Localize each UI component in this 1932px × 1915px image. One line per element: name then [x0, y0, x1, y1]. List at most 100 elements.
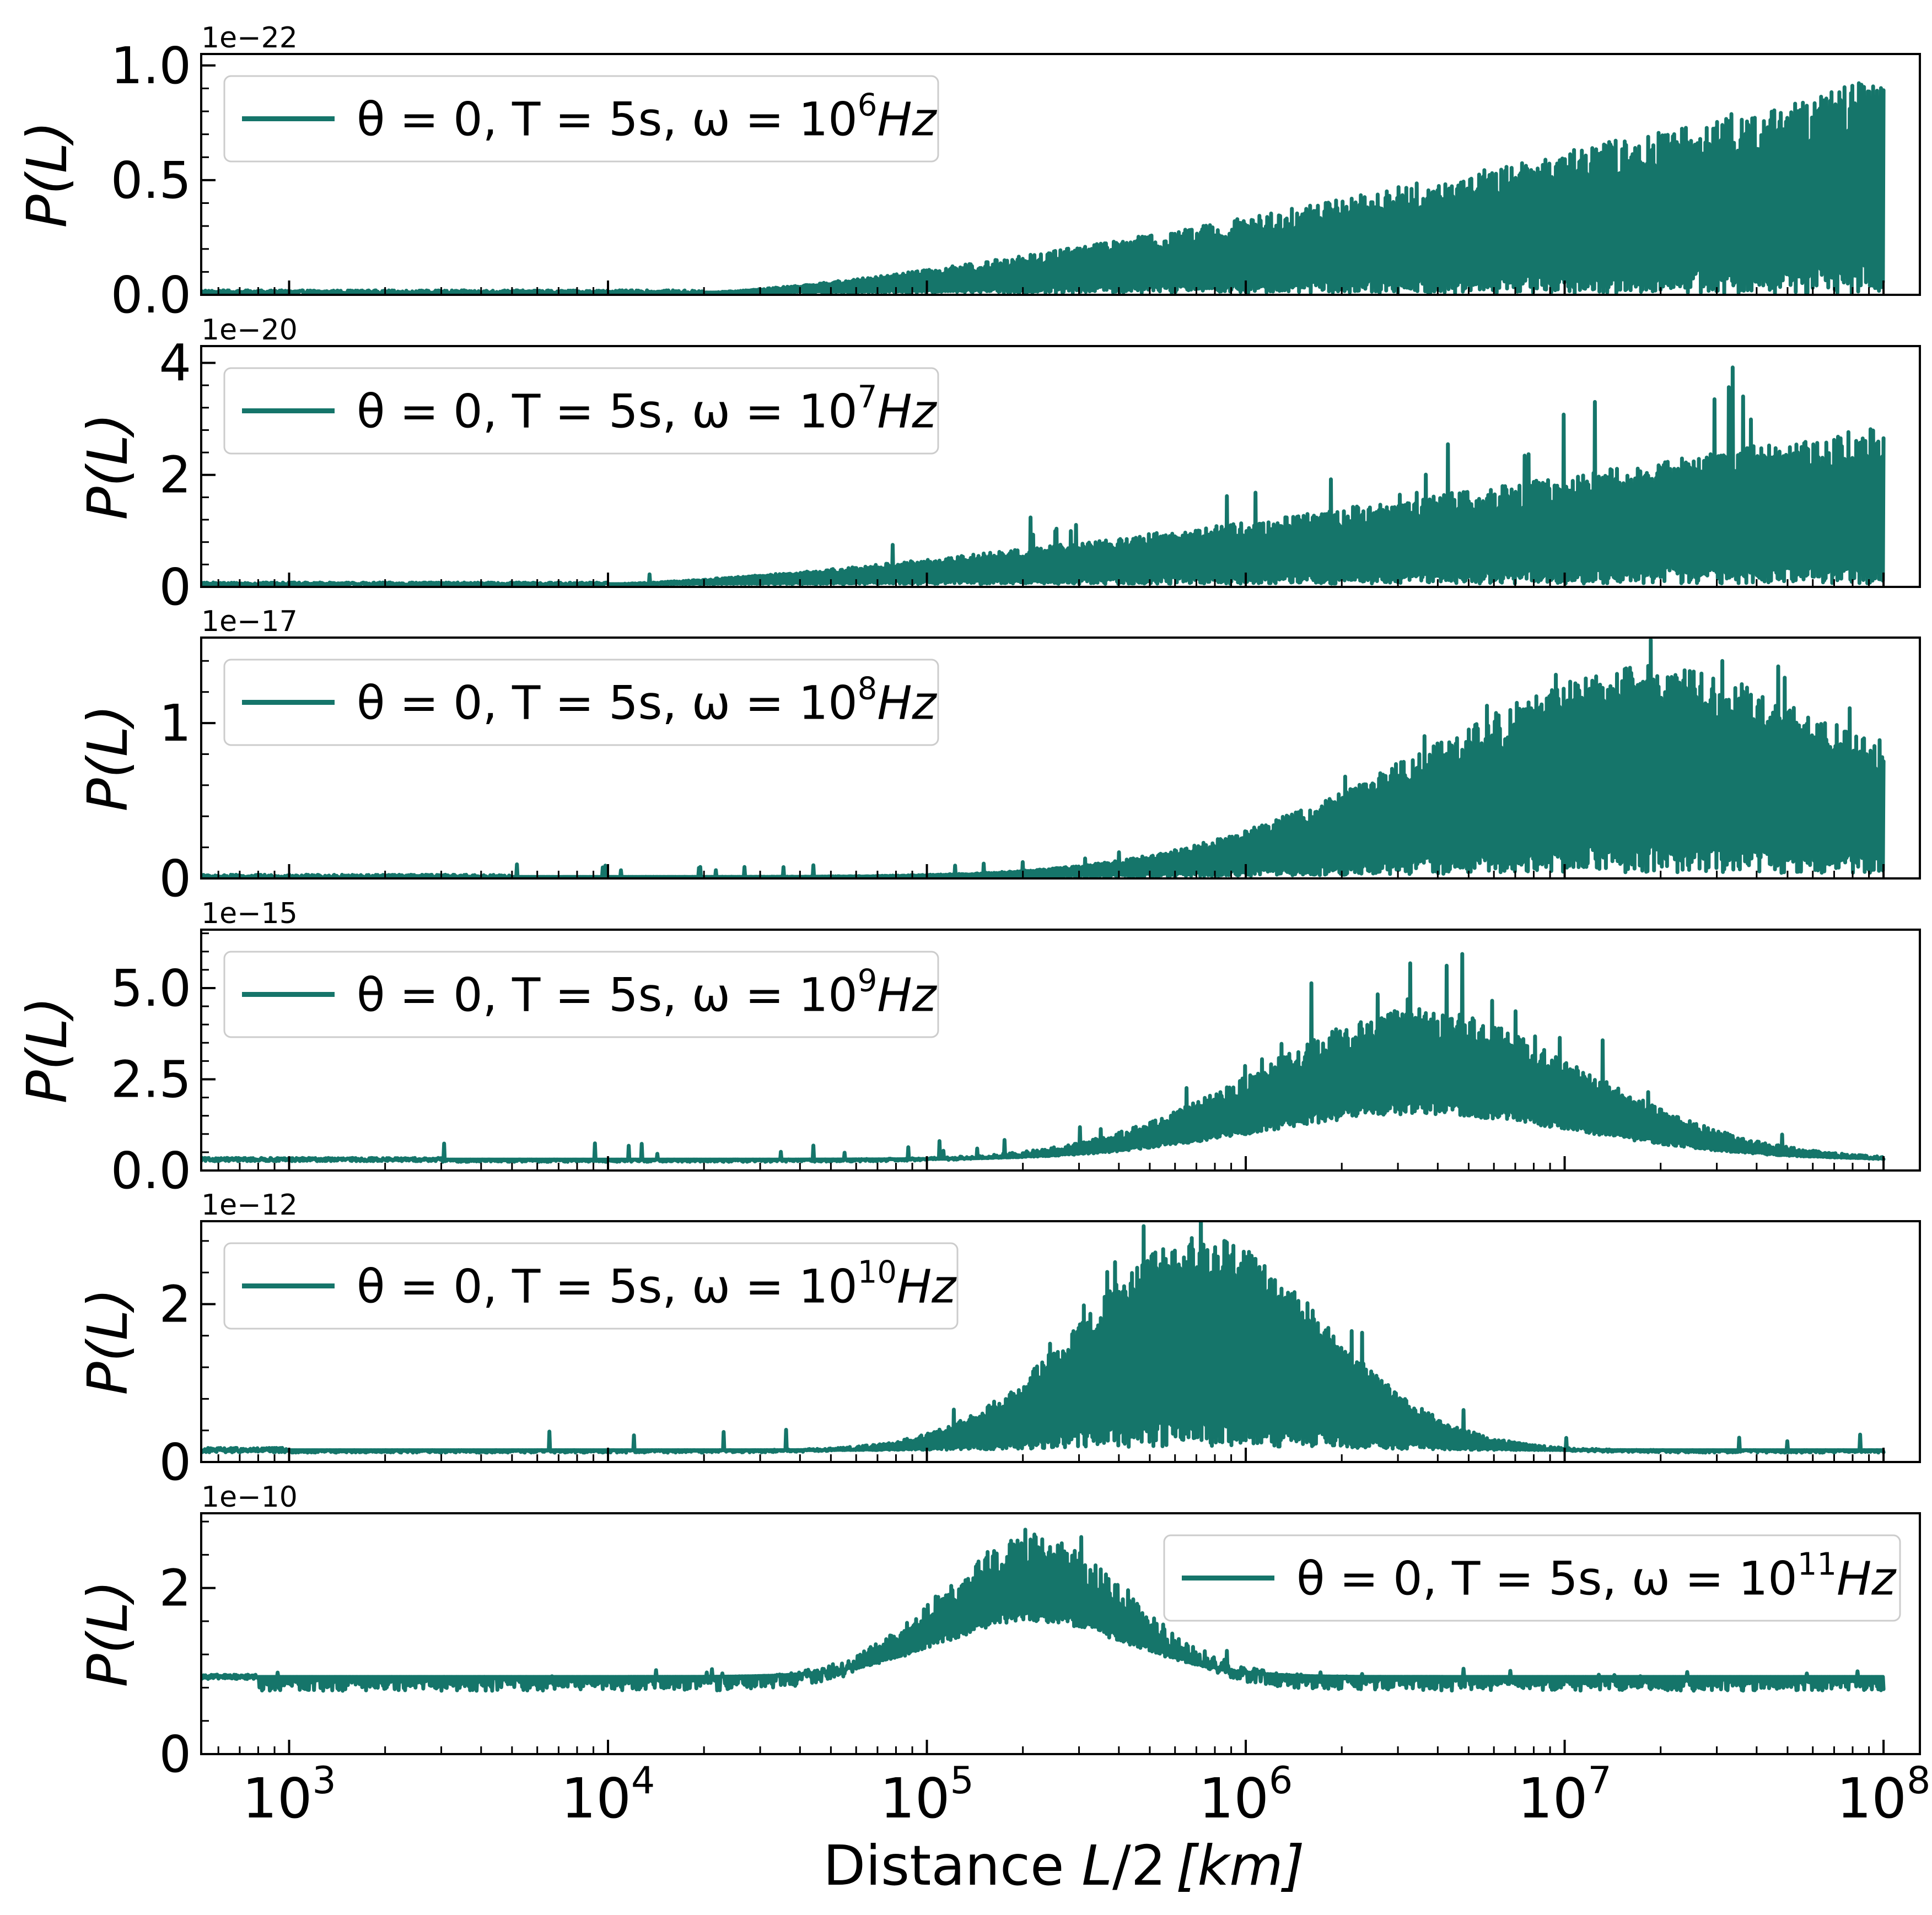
legend-label-text: θ = 0, T = 5s, ω = 10 [357, 968, 858, 1022]
y-tick-label: 0 [159, 1433, 191, 1492]
y-offset-text: 1e−10 [201, 1481, 298, 1514]
x-tick-label-exponent: 7 [1588, 1759, 1612, 1803]
y-tick-label: 0.5 [111, 151, 191, 210]
legend: θ = 0, T = 5s, ω = 107Hz [223, 367, 939, 455]
series-line-6 [201, 1528, 1886, 1693]
legend-label-unit: Hz [877, 676, 937, 730]
x-tick-label-base: 10 [1517, 1766, 1587, 1831]
y-axis-label: P(L) [15, 996, 79, 1103]
legend-label: θ = 0, T = 5s, ω = 108Hz [357, 671, 938, 730]
legend-label-text: θ = 0, T = 5s, ω = 10 [357, 93, 858, 147]
subplot-1: 0.0 0.5 1.0 1e−22 P(L) θ = 0, T = 5s, ω = 106… [15, 21, 1921, 325]
legend-label-text: θ = 0, T = 5s, ω = 10 [357, 385, 858, 439]
x-tick-label: 103 [242, 1759, 336, 1831]
legend-label-exponent: 8 [858, 671, 878, 707]
legend-label: θ = 0, T = 5s, ω = 106Hz [357, 88, 938, 147]
legend-label-text: θ = 0, T = 5s, ω = 10 [1296, 1552, 1798, 1606]
legend-label-exponent: 10 [858, 1255, 897, 1291]
legend-label-unit: Hz [1837, 1552, 1897, 1606]
x-tick-label-exponent: 3 [313, 1759, 336, 1803]
legend: θ = 0, T = 5s, ω = 106Hz [223, 75, 939, 163]
legend: θ = 0, T = 5s, ω = 109Hz [223, 951, 939, 1038]
axes-frame [200, 1512, 1921, 1755]
legend-label-exponent: 7 [858, 380, 878, 416]
x-axis-label-prefix: Distance [823, 1833, 1081, 1898]
legend-label-text: θ = 0, T = 5s, ω = 10 [357, 676, 858, 730]
y-tick-label: 4 [159, 333, 191, 392]
y-offset-text: 1e−17 [201, 605, 298, 638]
subplot-2: 0 2 4 1e−20 P(L) θ = 0, T = 5s, ω = 107Hz [76, 314, 1921, 617]
legend-label-unit: Hz [897, 1260, 957, 1314]
legend-label-exponent: 6 [858, 88, 878, 123]
legend-label-unit: Hz [877, 93, 937, 147]
x-tick-label-exponent: 5 [950, 1759, 974, 1803]
y-tick-label: 0.0 [111, 1141, 191, 1200]
series-line-4 [201, 952, 1886, 1164]
legend: θ = 0, T = 5s, ω = 1010Hz [223, 1242, 959, 1330]
y-tick-label: 1 [159, 694, 191, 753]
x-tick-label-base: 10 [1837, 1766, 1907, 1831]
y-tick-label: 2 [159, 446, 191, 505]
x-tick-label-exponent: 8 [1907, 1759, 1930, 1803]
y-offset-text: 1e−20 [201, 314, 298, 347]
subplot-4: 0.0 2.5 5.0 1e−15 P(L) θ = 0, T = 5s, ω = 109… [15, 897, 1921, 1200]
y-axis-label: P(L) [15, 121, 79, 228]
axes-frame [200, 1220, 1921, 1463]
y-axis-label: P(L) [76, 704, 140, 811]
series-line-1 [201, 81, 1886, 295]
legend-label: θ = 0, T = 5s, ω = 1010Hz [357, 1255, 957, 1314]
legend-label: θ = 0, T = 5s, ω = 109Hz [357, 963, 938, 1022]
axes-frame [200, 53, 1921, 296]
y-tick-label: 0.0 [111, 266, 191, 325]
legend-frame [1163, 1534, 1901, 1622]
subplot-stack: 0.00.51.0 1e−22P(L)θ = 0, T = 5s, ω = 106… [15, 21, 1930, 1831]
legend-label-unit: Hz [877, 385, 937, 439]
y-axis-label: P(L) [76, 413, 140, 520]
legend-frame [223, 1242, 959, 1330]
subplot-3: 0 1 1e−17 P(L) θ = 0, T = 5s, ω = 108Hz [76, 605, 1921, 908]
series-line-2 [201, 365, 1886, 587]
y-axis-label: P(L) [76, 1288, 140, 1395]
x-tick-label-exponent: 4 [631, 1759, 655, 1803]
y-axis-label: P(L) [76, 1580, 140, 1687]
series-line-5 [201, 1221, 1886, 1455]
y-tick-label: 2 [159, 1275, 191, 1334]
x-tick-label: 108 [1837, 1759, 1931, 1831]
y-tick-label: 0 [159, 558, 191, 617]
y-tick-label: 0 [159, 1725, 191, 1784]
x-tick-label-base: 10 [561, 1766, 631, 1831]
x-tick-label-base: 10 [1199, 1766, 1269, 1831]
y-offset-text: 1e−12 [201, 1189, 298, 1222]
legend-label: θ = 0, T = 5s, ω = 1011Hz [1296, 1547, 1897, 1606]
legend: θ = 0, T = 5s, ω = 108Hz [223, 659, 939, 746]
y-tick-label: 2 [159, 1559, 191, 1618]
legend: θ = 0, T = 5s, ω = 1011Hz [1163, 1534, 1901, 1622]
axes-frame [200, 929, 1921, 1172]
x-tick-label: 107 [1517, 1759, 1612, 1831]
x-axis-label: Distance L/2 [km] [823, 1833, 1304, 1898]
axes-frame [200, 345, 1921, 588]
subplot-5: 0 2 1e−12 P(L) θ = 0, T = 5s, ω = 1010Hz [76, 1189, 1921, 1492]
legend-frame [223, 659, 939, 746]
x-tick-label-exponent: 6 [1269, 1759, 1293, 1803]
legend-label-exponent: 11 [1798, 1547, 1837, 1583]
x-axis-label-divisor: /2 [1112, 1833, 1166, 1898]
x-axis-label-variable: L [1081, 1833, 1112, 1898]
x-axis-label-unit: [km] [1176, 1833, 1304, 1898]
y-tick-label: 0 [159, 849, 191, 908]
x-tick-label: 105 [880, 1759, 974, 1831]
y-tick-label: 1.0 [111, 36, 191, 95]
subplot-6: 0 2 1e−10 P(L) θ = 0, T = 5s, ω = 1011Hz [76, 1481, 1921, 1784]
y-offset-text: 1e−22 [201, 21, 298, 55]
x-tick-label-base: 10 [242, 1766, 312, 1831]
y-tick-label: 5.0 [111, 959, 191, 1018]
legend-label-text: θ = 0, T = 5s, ω = 10 [357, 1260, 858, 1314]
axes-frame [200, 636, 1921, 880]
x-tick-label: 104 [561, 1759, 655, 1831]
legend-label-unit: Hz [877, 968, 937, 1022]
legend-frame [223, 951, 939, 1038]
y-tick-label: 2.5 [111, 1050, 191, 1109]
legend-label-exponent: 9 [858, 963, 878, 999]
legend-label: θ = 0, T = 5s, ω = 107Hz [357, 380, 938, 439]
